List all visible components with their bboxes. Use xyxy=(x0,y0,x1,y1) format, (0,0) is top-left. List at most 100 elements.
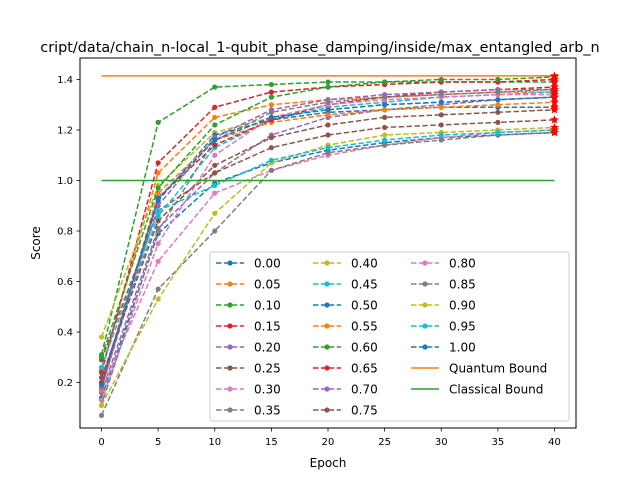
data-point xyxy=(98,334,105,340)
data-point xyxy=(155,258,161,264)
legend-label: 0.50 xyxy=(351,299,378,313)
final-marker xyxy=(549,71,560,80)
legend-item: 0.55 xyxy=(313,320,378,334)
y-tick-label: 0.2 xyxy=(57,378,73,389)
final-marker xyxy=(549,115,560,124)
legend-marker xyxy=(227,386,233,392)
legend-label: 0.45 xyxy=(351,278,378,292)
data-point xyxy=(382,107,388,113)
legend-marker xyxy=(324,260,330,266)
legend-label: 0.75 xyxy=(351,404,378,418)
legend-label: 0.00 xyxy=(254,257,281,271)
data-point xyxy=(382,114,388,120)
x-tick-label: 40 xyxy=(548,437,561,448)
legend-item: 0.15 xyxy=(216,320,281,334)
legend-label: 0.15 xyxy=(254,320,281,334)
x-axis-label: Epoch xyxy=(310,456,347,470)
series-line xyxy=(100,131,555,416)
x-tick-label: 5 xyxy=(155,437,161,448)
final-markers-layer xyxy=(549,71,560,137)
y-tick-label: 1.4 xyxy=(57,75,73,86)
data-point xyxy=(268,134,274,141)
data-point xyxy=(268,94,274,100)
legend-marker xyxy=(422,323,428,329)
data-point xyxy=(495,119,501,125)
legend-label: 0.20 xyxy=(254,341,281,355)
data-point xyxy=(382,79,388,85)
legend-label: 0.65 xyxy=(351,362,378,376)
data-point xyxy=(155,218,161,224)
data-point xyxy=(495,109,501,115)
legend-label: 0.25 xyxy=(254,362,281,376)
data-point xyxy=(495,76,501,83)
data-point xyxy=(155,203,161,209)
final-marker xyxy=(549,74,560,84)
legend-item: 0.45 xyxy=(313,278,378,292)
data-point xyxy=(212,84,218,90)
x-tick-label: 30 xyxy=(435,437,448,448)
y-tick-label: 1.0 xyxy=(57,176,73,187)
series-line xyxy=(100,96,555,386)
legend-marker xyxy=(227,344,233,350)
x-axis: 0 5 10 15 20 25 30 35 40 xyxy=(98,428,561,448)
data-point xyxy=(438,132,444,138)
legend-item: 0.30 xyxy=(216,383,281,397)
data-point xyxy=(98,374,105,381)
legend-item: 0.10 xyxy=(216,299,281,313)
x-tick-label: 20 xyxy=(322,437,335,448)
data-point xyxy=(212,152,218,158)
y-tick-label: 0.4 xyxy=(57,328,73,339)
legend-marker xyxy=(227,302,233,308)
legend-label: 0.60 xyxy=(351,341,378,355)
legend-item: Quantum Bound xyxy=(411,362,547,376)
data-point xyxy=(212,137,218,143)
data-point xyxy=(155,296,161,302)
data-point xyxy=(325,79,331,85)
data-point xyxy=(325,84,331,90)
final-marker xyxy=(549,77,560,86)
legend-item: 0.40 xyxy=(313,257,378,271)
data-point xyxy=(212,122,218,128)
data-point xyxy=(268,114,274,120)
legend-label: 0.40 xyxy=(351,257,378,271)
data-point xyxy=(495,102,501,108)
data-point xyxy=(98,354,105,360)
legend-label: 0.55 xyxy=(351,320,378,334)
data-point xyxy=(155,208,161,214)
legend-item: 0.70 xyxy=(313,383,378,397)
y-tick-label: 1.2 xyxy=(57,126,73,137)
data-point xyxy=(268,157,274,163)
data-point xyxy=(325,112,331,118)
legend-label: 0.95 xyxy=(449,320,476,334)
y-tick-label: 0.8 xyxy=(57,227,73,238)
legend-item: 0.05 xyxy=(216,278,281,292)
legend-label: 0.30 xyxy=(254,383,281,397)
data-point xyxy=(438,92,444,98)
legend-marker xyxy=(227,260,233,266)
legend-label: 0.85 xyxy=(449,278,476,292)
final-marker xyxy=(549,104,560,114)
data-point xyxy=(495,129,501,136)
data-point xyxy=(382,132,388,138)
data-point xyxy=(495,89,501,95)
legend-marker xyxy=(422,302,428,308)
data-point xyxy=(268,167,274,173)
legend-marker xyxy=(324,302,330,308)
legend-label: 0.90 xyxy=(449,299,476,313)
y-axis: 0.2 0.4 0.6 0.8 1.0 1.2 1.4 xyxy=(57,75,80,389)
legend-marker xyxy=(324,323,330,329)
data-point xyxy=(268,145,274,151)
x-tick-label: 0 xyxy=(98,437,104,448)
final-marker xyxy=(549,97,560,107)
final-marker xyxy=(549,92,560,102)
legend-label: Quantum Bound xyxy=(449,362,547,376)
legend-marker xyxy=(227,281,233,287)
data-point xyxy=(212,182,218,189)
data-point xyxy=(212,190,218,196)
data-point xyxy=(268,109,274,115)
x-tick-label: 35 xyxy=(491,437,504,448)
data-point xyxy=(325,99,331,105)
data-point xyxy=(212,104,218,110)
legend-label: Classical Bound xyxy=(449,383,543,397)
legend-item: 0.20 xyxy=(216,341,281,355)
